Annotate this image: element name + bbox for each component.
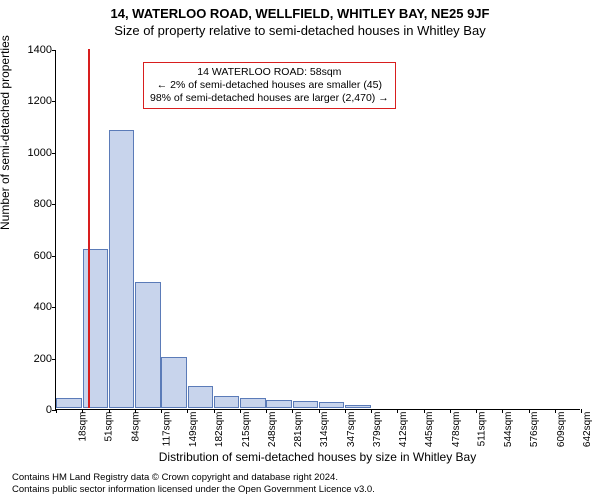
y-tick-label: 1000 [12, 147, 52, 159]
y-tick-mark [52, 256, 56, 257]
y-tick-label: 200 [12, 353, 52, 365]
x-tick-mark [581, 409, 582, 413]
footer-line2: Contains public sector information licen… [12, 484, 375, 496]
y-tick-mark [52, 359, 56, 360]
info-line3: 98% of semi-detached houses are larger (… [150, 92, 389, 105]
histogram-bar [135, 282, 161, 408]
y-tick-label: 1200 [12, 95, 52, 107]
y-tick-label: 0 [12, 404, 52, 416]
y-tick-mark [52, 153, 56, 154]
x-tick-mark [82, 409, 83, 413]
x-tick-label: 576sqm [529, 412, 540, 448]
x-tick-label: 314sqm [319, 412, 330, 448]
x-tick-mark [292, 409, 293, 413]
x-tick-mark [450, 409, 451, 413]
x-tick-label: 445sqm [424, 412, 435, 448]
x-axis-label: Distribution of semi-detached houses by … [55, 450, 580, 464]
info-line2: ← 2% of semi-detached houses are smaller… [150, 79, 389, 92]
x-tick-mark [214, 409, 215, 413]
histogram-bar [109, 130, 135, 408]
x-tick-label: 149sqm [188, 412, 199, 448]
x-tick-mark [529, 409, 530, 413]
histogram-bar [240, 398, 266, 408]
title-line2: Size of property relative to semi-detach… [0, 21, 600, 38]
x-tick-mark [56, 409, 57, 413]
x-tick-label: 215sqm [241, 412, 252, 448]
chart-container: 14, WATERLOO ROAD, WELLFIELD, WHITLEY BA… [0, 0, 600, 500]
x-tick-mark [161, 409, 162, 413]
y-tick-label: 1400 [12, 44, 52, 56]
x-tick-mark [397, 409, 398, 413]
x-tick-label: 182sqm [214, 412, 225, 448]
footer: Contains HM Land Registry data © Crown c… [12, 472, 375, 496]
y-tick-mark [52, 101, 56, 102]
x-tick-label: 412sqm [398, 412, 409, 448]
chart-area: 020040060080010001200140018sqm51sqm84sqm… [55, 50, 580, 410]
info-line1: 14 WATERLOO ROAD: 58sqm [150, 66, 389, 79]
x-tick-mark [345, 409, 346, 413]
histogram-bar [56, 398, 82, 408]
x-tick-mark [319, 409, 320, 413]
x-tick-mark [555, 409, 556, 413]
y-axis-label: Number of semi-detached properties [0, 35, 12, 230]
y-tick-mark [52, 50, 56, 51]
histogram-bar [345, 405, 371, 408]
x-tick-label: 281sqm [293, 412, 304, 448]
x-tick-label: 609sqm [556, 412, 567, 448]
x-tick-mark [424, 409, 425, 413]
y-tick-label: 600 [12, 250, 52, 262]
x-tick-label: 478sqm [451, 412, 462, 448]
histogram-bar [83, 249, 109, 408]
x-tick-mark [371, 409, 372, 413]
x-tick-mark [135, 409, 136, 413]
x-tick-label: 347sqm [346, 412, 357, 448]
x-tick-label: 117sqm [161, 412, 172, 447]
histogram-bar [161, 357, 187, 408]
x-tick-mark [187, 409, 188, 413]
y-tick-mark [52, 307, 56, 308]
x-tick-mark [476, 409, 477, 413]
histogram-bar [266, 400, 292, 408]
footer-line1: Contains HM Land Registry data © Crown c… [12, 472, 375, 484]
x-tick-mark [240, 409, 241, 413]
x-tick-label: 84sqm [130, 412, 141, 442]
x-tick-label: 248sqm [267, 412, 278, 448]
y-tick-mark [52, 204, 56, 205]
x-tick-label: 51sqm [104, 412, 115, 442]
x-tick-label: 511sqm [476, 412, 487, 447]
y-tick-label: 400 [12, 301, 52, 313]
histogram-bar [293, 401, 319, 408]
x-tick-label: 544sqm [503, 412, 514, 448]
y-tick-label: 800 [12, 198, 52, 210]
histogram-bar [214, 396, 240, 408]
x-tick-label: 18sqm [78, 412, 89, 442]
x-tick-label: 379sqm [372, 412, 383, 448]
x-tick-mark [109, 409, 110, 413]
histogram-bar [319, 402, 345, 408]
property-marker-line [88, 49, 90, 408]
info-box: 14 WATERLOO ROAD: 58sqm ← 2% of semi-det… [143, 62, 396, 109]
x-tick-label: 642sqm [582, 412, 593, 448]
x-tick-mark [502, 409, 503, 413]
title-line1: 14, WATERLOO ROAD, WELLFIELD, WHITLEY BA… [0, 0, 600, 21]
x-tick-mark [266, 409, 267, 413]
histogram-bar [188, 386, 214, 408]
